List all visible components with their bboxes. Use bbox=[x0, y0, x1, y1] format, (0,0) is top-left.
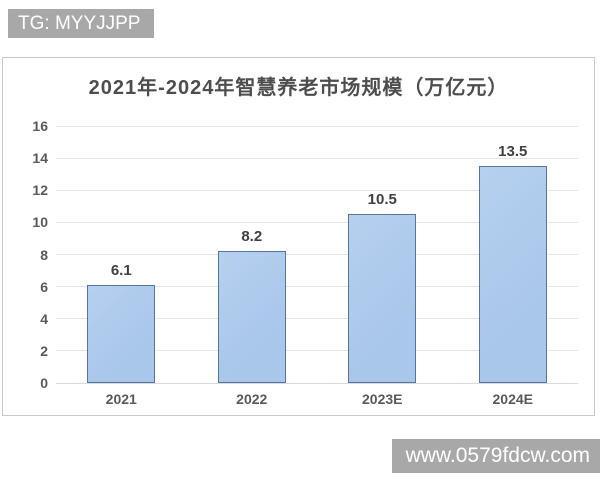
bar-2023E bbox=[348, 214, 417, 383]
bar-value-label: 6.1 bbox=[110, 262, 132, 280]
gridline bbox=[56, 254, 578, 255]
y-tick-label: 0 bbox=[40, 375, 48, 391]
plot-area: 0 2 4 6 8 10 12 14 16 6.1 2021 8.2 2022 10.5 2023E 13.5… bbox=[32, 118, 578, 407]
chart-panel: 2021年-2024年智慧养老市场规模（万亿元） 0 2 4 6 8 10 12 14 16 6.… bbox=[2, 57, 595, 416]
watermark-tg-badge: TG: MYYJJPP bbox=[8, 9, 155, 38]
y-tick-label: 8 bbox=[40, 246, 48, 263]
gridline bbox=[56, 221, 578, 223]
bar-value-label: 8.2 bbox=[241, 228, 263, 246]
gridline bbox=[56, 382, 578, 384]
y-tick-label: 4 bbox=[40, 310, 48, 327]
bar-value-label: 13.5 bbox=[498, 143, 528, 161]
bar-2021 bbox=[87, 285, 156, 383]
gridline bbox=[56, 350, 578, 352]
chart-title: 2021年-2024年智慧养老市场规模（万亿元） bbox=[88, 77, 509, 99]
y-tick-label: 6 bbox=[40, 278, 48, 295]
bar-value-label: 10.5 bbox=[367, 191, 397, 209]
x-tick-label: 2023E bbox=[362, 391, 403, 407]
y-tick-label: 2 bbox=[40, 342, 48, 359]
watermark-url-badge: www.0579fdcw.com bbox=[391, 439, 600, 473]
gridline bbox=[56, 189, 578, 191]
x-tick-label: 2024E bbox=[492, 391, 533, 407]
y-tick-label: 12 bbox=[32, 182, 48, 199]
x-tick-label: 2021 bbox=[105, 391, 137, 407]
gridline bbox=[56, 125, 578, 127]
gridline bbox=[56, 157, 578, 159]
bar-2022 bbox=[217, 251, 286, 383]
gridline bbox=[56, 318, 578, 320]
bar-2024E bbox=[478, 166, 547, 383]
y-tick-label: 10 bbox=[32, 214, 48, 231]
y-tick-label: 14 bbox=[32, 150, 48, 167]
y-tick-label: 16 bbox=[32, 118, 48, 134]
x-tick-label: 2022 bbox=[236, 391, 268, 407]
gridline bbox=[56, 286, 578, 288]
